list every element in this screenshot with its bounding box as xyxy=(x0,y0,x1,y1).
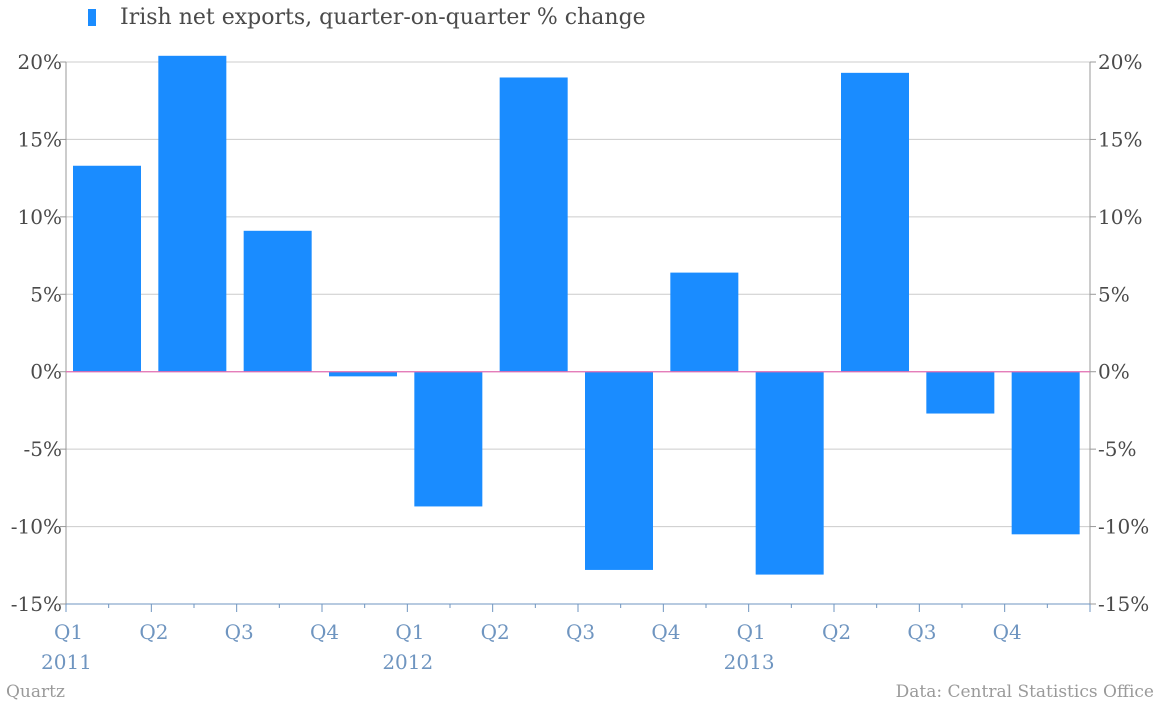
x-tick-label-quarter: Q2 xyxy=(139,620,168,644)
bar-q2-2013 xyxy=(841,72,909,372)
x-tick-label-quarter: Q1 xyxy=(395,620,424,644)
x-tick-label-quarter: Q3 xyxy=(907,620,936,644)
x-tick-label-quarter: Q1 xyxy=(737,620,766,644)
bar-q2-2012 xyxy=(499,77,568,372)
bar-q1-2012 xyxy=(414,371,483,507)
bar-q3-2012 xyxy=(585,371,653,570)
bar-q3-2011 xyxy=(243,230,312,372)
y-tick-label-left: 5% xyxy=(30,282,62,306)
x-tick-label-quarter: Q2 xyxy=(481,620,510,644)
x-tick-label-year: 2011 xyxy=(41,650,92,674)
bar-q4-2011 xyxy=(329,371,397,377)
bar-q1-2013 xyxy=(755,371,824,575)
y-tick-label-left: 20% xyxy=(18,50,62,74)
y-tick-label-left: -15% xyxy=(11,592,62,616)
brand-label: Quartz xyxy=(6,682,65,702)
bar-q2-2011 xyxy=(158,55,227,372)
chart-legend: Irish net exports, quarter-on-quarter % … xyxy=(88,5,646,30)
x-tick-label-year: 2013 xyxy=(724,650,775,674)
x-tick-label-year: 2012 xyxy=(382,650,433,674)
x-tick-label-quarter: Q2 xyxy=(822,620,851,644)
bar-q4-2013 xyxy=(1011,371,1080,535)
source-label: Data: Central Statistics Office xyxy=(895,682,1154,702)
bar-q3-2013 xyxy=(926,371,995,414)
y-tick-label-right: 20% xyxy=(1098,50,1142,74)
y-tick-label-right: 10% xyxy=(1098,205,1142,229)
y-tick-label-right: -10% xyxy=(1098,515,1149,539)
y-tick-label-left: 0% xyxy=(30,360,62,384)
x-tick-label-quarter: Q3 xyxy=(566,620,595,644)
bar-q4-2012 xyxy=(670,272,739,372)
y-tick-label-right: -5% xyxy=(1098,437,1137,461)
x-tick-label-quarter: Q1 xyxy=(54,620,83,644)
legend-label: Irish net exports, quarter-on-quarter % … xyxy=(120,5,646,30)
bar-q1-2011 xyxy=(73,165,141,372)
x-tick-label-quarter: Q4 xyxy=(993,620,1022,644)
legend-swatch xyxy=(88,9,96,26)
y-tick-label-right: -15% xyxy=(1098,592,1149,616)
x-tick-label-quarter: Q3 xyxy=(225,620,254,644)
y-tick-label-left: 10% xyxy=(18,205,62,229)
x-tick-label-quarter: Q4 xyxy=(651,620,680,644)
y-tick-label-right: 15% xyxy=(1098,127,1142,151)
y-tick-label-right: 0% xyxy=(1098,360,1130,384)
y-tick-label-right: 5% xyxy=(1098,282,1130,306)
y-tick-label-left: 15% xyxy=(18,127,62,151)
y-tick-label-left: -10% xyxy=(11,515,62,539)
y-tick-label-left: -5% xyxy=(24,437,63,461)
x-tick-label-quarter: Q4 xyxy=(310,620,339,644)
